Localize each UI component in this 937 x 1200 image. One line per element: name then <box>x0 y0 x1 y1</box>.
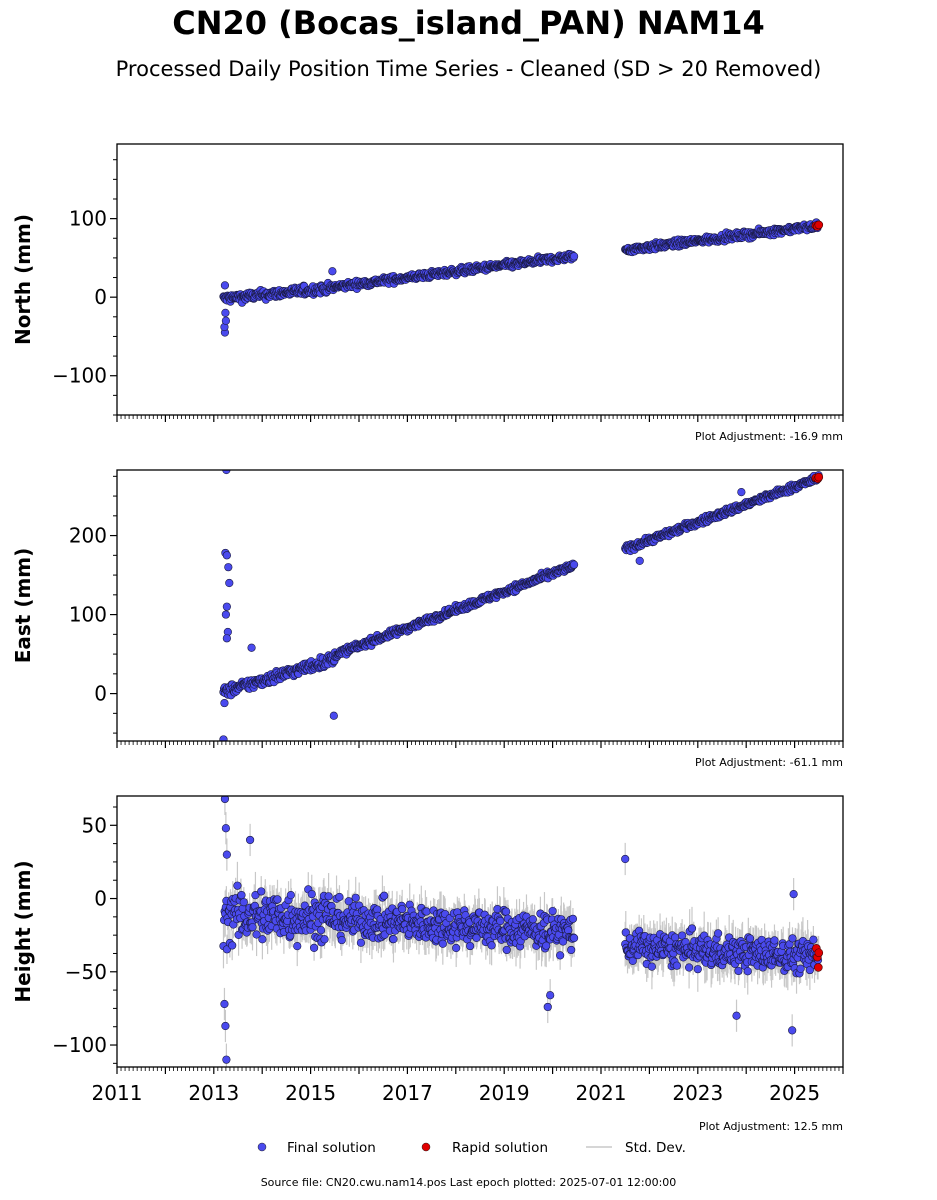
y-tick-label: 100 <box>69 207 107 231</box>
y-axis-label: North (mm) <box>11 214 35 345</box>
final-point <box>222 634 231 643</box>
plot-area-north <box>219 218 824 337</box>
final-point <box>221 316 230 325</box>
final-point <box>737 488 746 497</box>
plot-adjustment-label: Plot Adjustment: -61.1 mm <box>695 756 843 769</box>
y-axis-label: East (mm) <box>11 548 35 664</box>
final-point <box>221 308 230 317</box>
final-point <box>222 551 231 560</box>
final-point <box>569 252 579 261</box>
final-point <box>224 563 233 572</box>
plot-area-east <box>219 470 824 741</box>
y-tick-label: −100 <box>52 364 107 388</box>
final-point <box>220 281 230 290</box>
final-point <box>221 610 230 619</box>
y-tick-label: 0 <box>94 682 107 706</box>
final-point <box>225 578 234 588</box>
panel-east: 0 100 200 East (mm) Plot Adjustment: -61.1 m… <box>11 469 844 769</box>
axes-frame <box>116 143 844 416</box>
rapid-point <box>814 472 824 482</box>
final-point <box>247 643 256 652</box>
plot-area-height <box>219 796 824 1067</box>
final-point <box>222 602 231 611</box>
final-point <box>569 560 579 569</box>
y-tick-label: 200 <box>69 524 107 548</box>
plot-adjustment-label: Plot Adjustment: -16.9 mm <box>695 430 843 443</box>
final-point <box>635 556 644 565</box>
y-tick-label: 0 <box>94 285 107 309</box>
final-point <box>329 711 338 720</box>
final-point <box>328 267 337 276</box>
panel-north: −100 0 100 North (mm) Plot Adjustment: -16.9… <box>11 143 844 443</box>
y-tick-label: 100 <box>69 603 107 627</box>
page-subtitle: Processed Daily Position Time Series - C… <box>115 57 822 81</box>
final-point <box>219 735 228 741</box>
page-title: CN20 (Bocas_island_PAN) NAM14 <box>172 4 765 42</box>
final-point <box>220 698 229 708</box>
rapid-point <box>814 220 824 230</box>
